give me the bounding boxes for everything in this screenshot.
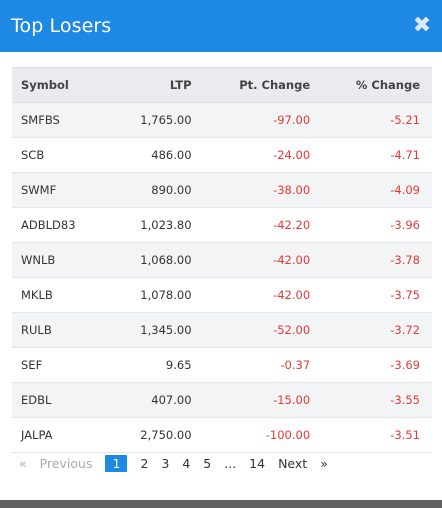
ltp-cell: 9.65 (110, 347, 204, 383)
page-link-5[interactable]: 5 (203, 456, 212, 471)
modal-header: Top Losers ✖ (0, 0, 442, 52)
table-row: ADBLD83 1,023.80 -42.20 -3.96 (12, 207, 432, 243)
table-row: SCB 486.00 -24.00 -4.71 (12, 137, 432, 173)
pct-change-cell: -4.71 (322, 137, 432, 173)
pagination: « Previous 1 2 3 4 5 ... 14 Next » (19, 455, 341, 472)
symbol-cell: MKLB (12, 277, 111, 313)
pct-change-cell: -3.55 (322, 382, 432, 418)
previous-page-link[interactable]: Previous (39, 456, 93, 471)
pct-change-cell: -4.09 (322, 172, 432, 208)
column-header-ltp[interactable]: LTP (110, 67, 204, 103)
previous-arrow-icon[interactable]: « (19, 456, 27, 471)
pt-change-cell: -42.00 (203, 277, 323, 313)
pt-change-cell: -97.00 (203, 102, 323, 138)
next-page-link[interactable]: Next (278, 456, 308, 471)
ltp-cell: 890.00 (110, 172, 204, 208)
table-header-row: Symbol LTP Pt. Change % Change (12, 67, 432, 103)
symbol-cell: ADBLD83 (12, 207, 111, 243)
pt-change-cell: -42.20 (203, 207, 323, 243)
table-row: WNLB 1,068.00 -42.00 -3.78 (12, 242, 432, 278)
symbol-cell: SMFBS (12, 102, 111, 138)
page-link-14[interactable]: 14 (249, 456, 266, 471)
table-row: MKLB 1,078.00 -42.00 -3.75 (12, 277, 432, 313)
losers-table-container: Symbol LTP Pt. Change % Change SMFBS 1,7… (12, 67, 432, 453)
table-row: SMFBS 1,765.00 -97.00 -5.21 (12, 102, 432, 138)
symbol-cell: SCB (12, 137, 111, 173)
column-header-symbol[interactable]: Symbol (12, 67, 111, 103)
ltp-cell: 407.00 (110, 382, 204, 418)
ltp-cell: 486.00 (110, 137, 204, 173)
page-link-4[interactable]: 4 (182, 456, 191, 471)
ltp-cell: 1,068.00 (110, 242, 204, 278)
symbol-cell: SWMF (12, 172, 111, 208)
ltp-cell: 1,765.00 (110, 102, 204, 138)
table-row: SWMF 890.00 -38.00 -4.09 (12, 172, 432, 208)
table-row: JALPA 2,750.00 -100.00 -3.51 (12, 417, 432, 453)
pct-change-cell: -3.69 (322, 347, 432, 383)
pct-change-cell: -3.51 (322, 417, 432, 453)
bottom-scroll-bar[interactable] (0, 500, 442, 508)
pt-change-cell: -100.00 (203, 417, 323, 453)
column-header-pt-change[interactable]: Pt. Change (203, 67, 323, 103)
column-header-pct-change[interactable]: % Change (322, 67, 432, 103)
pct-change-cell: -3.72 (322, 312, 432, 348)
pct-change-cell: -5.21 (322, 102, 432, 138)
pt-change-cell: -0.37 (203, 347, 323, 383)
pct-change-cell: -3.96 (322, 207, 432, 243)
table-row: RULB 1,345.00 -52.00 -3.72 (12, 312, 432, 348)
table-row: EDBL 407.00 -15.00 -3.55 (12, 382, 432, 418)
pt-change-cell: -42.00 (203, 242, 323, 278)
next-arrow-icon[interactable]: » (320, 456, 328, 471)
close-icon[interactable]: ✖ (412, 13, 432, 38)
symbol-cell: EDBL (12, 382, 111, 418)
page-link-2[interactable]: 2 (140, 456, 149, 471)
pt-change-cell: -52.00 (203, 312, 323, 348)
pct-change-cell: -3.78 (322, 242, 432, 278)
losers-table: Symbol LTP Pt. Change % Change SMFBS 1,7… (12, 67, 432, 453)
pt-change-cell: -38.00 (203, 172, 323, 208)
table-row: SEF 9.65 -0.37 -3.69 (12, 347, 432, 383)
pct-change-cell: -3.75 (322, 277, 432, 313)
pt-change-cell: -15.00 (203, 382, 323, 418)
symbol-cell: SEF (12, 347, 111, 383)
symbol-cell: WNLB (12, 242, 111, 278)
ltp-cell: 1,023.80 (110, 207, 204, 243)
modal-title: Top Losers (11, 15, 112, 37)
ltp-cell: 1,345.00 (110, 312, 204, 348)
ltp-cell: 2,750.00 (110, 417, 204, 453)
pagination-ellipsis: ... (224, 456, 237, 471)
symbol-cell: RULB (12, 312, 111, 348)
symbol-cell: JALPA (12, 417, 111, 453)
page-link-3[interactable]: 3 (161, 456, 170, 471)
page-link-1[interactable]: 1 (105, 455, 128, 472)
pt-change-cell: -24.00 (203, 137, 323, 173)
ltp-cell: 1,078.00 (110, 277, 204, 313)
